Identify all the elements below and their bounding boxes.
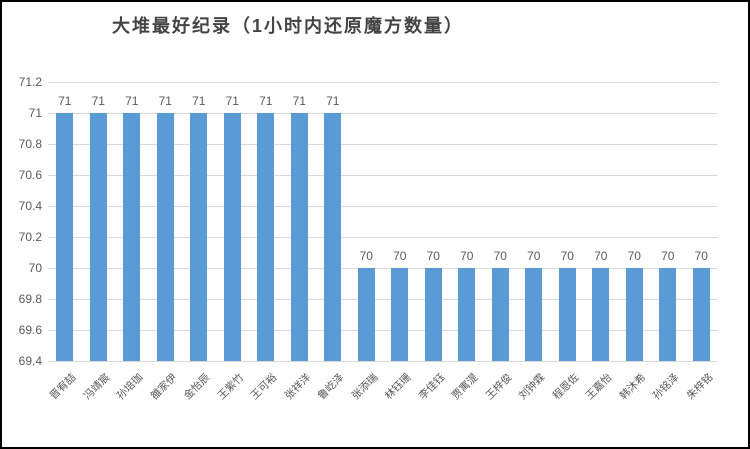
bar-value-label: 70 xyxy=(527,249,541,263)
x-category-label: 张祥洋 xyxy=(282,371,314,403)
bar xyxy=(156,113,174,361)
bar-value-label: 70 xyxy=(393,249,407,263)
bar xyxy=(190,113,208,361)
bar xyxy=(290,113,308,361)
gridline xyxy=(48,268,718,269)
x-category-label: 冯靖宸 xyxy=(81,371,113,403)
bar-value-label: 71 xyxy=(326,94,340,108)
bar xyxy=(692,268,710,361)
bar xyxy=(625,268,643,361)
x-category-label: 韩沐希 xyxy=(617,371,649,403)
bar-value-label: 71 xyxy=(259,94,273,108)
bar xyxy=(659,268,677,361)
bar xyxy=(257,113,275,361)
gridline xyxy=(48,82,718,83)
y-axis-tick-label: 69.4 xyxy=(18,354,42,368)
x-category-label: 李佳钰 xyxy=(416,371,448,403)
x-category-label: 晋宥喆 xyxy=(47,371,79,403)
y-axis-tick-label: 70.2 xyxy=(18,230,42,244)
bar-value-label: 71 xyxy=(125,94,139,108)
chart-title: 大堆最好纪录（1小时内还原魔方数量） xyxy=(112,16,465,36)
gridline xyxy=(48,206,718,207)
bar xyxy=(525,268,543,361)
x-category-label: 雒家伊 xyxy=(148,371,180,403)
bar xyxy=(89,113,107,361)
gridline xyxy=(48,299,718,300)
bar xyxy=(123,113,141,361)
x-category-label: 王嘉怡 xyxy=(583,371,615,403)
bar-value-label: 71 xyxy=(91,94,105,108)
bar xyxy=(424,268,442,361)
bar-value-label: 70 xyxy=(460,249,474,263)
bar xyxy=(558,268,576,361)
bar-value-label: 70 xyxy=(560,249,574,263)
bar-value-label: 71 xyxy=(58,94,72,108)
x-category-label: 金怡辰 xyxy=(181,371,213,403)
gridline xyxy=(48,175,718,176)
gridline xyxy=(48,113,718,114)
y-axis-tick-label: 70.6 xyxy=(18,168,42,182)
x-category-label: 孙铭泽 xyxy=(650,371,682,403)
bar-value-label: 71 xyxy=(192,94,206,108)
y-axis-tick-label: 71.2 xyxy=(18,75,42,89)
x-category-label: 刘钟霖 xyxy=(516,371,548,403)
bar xyxy=(56,113,74,361)
bar-value-label: 70 xyxy=(594,249,608,263)
bar xyxy=(391,268,409,361)
x-category-label: 程恩佐 xyxy=(550,371,582,403)
bar xyxy=(458,268,476,361)
bar xyxy=(592,268,610,361)
bar-value-label: 71 xyxy=(225,94,239,108)
x-category-label: 孙培珈 xyxy=(114,371,146,403)
bar-value-label: 70 xyxy=(627,249,641,263)
bar xyxy=(223,113,241,361)
bar-value-label: 70 xyxy=(493,249,507,263)
y-axis-tick-label: 71 xyxy=(28,106,42,120)
x-category-label: 张添瑞 xyxy=(349,371,381,403)
bar-value-label: 71 xyxy=(158,94,172,108)
y-axis-tick-label: 70 xyxy=(28,261,42,275)
bar-value-label: 70 xyxy=(694,249,708,263)
x-category-label: 林钰珊 xyxy=(382,371,414,403)
x-category-label: 鲁屹泽 xyxy=(315,371,347,403)
bar-value-label: 71 xyxy=(292,94,306,108)
bar xyxy=(357,268,375,361)
bar-value-label: 70 xyxy=(661,249,675,263)
gridline xyxy=(48,237,718,238)
x-category-label: 王梓俊 xyxy=(483,371,515,403)
x-category-label: 王可裕 xyxy=(248,371,280,403)
gridline xyxy=(48,330,718,331)
bar xyxy=(491,268,509,361)
y-axis-tick-label: 70.4 xyxy=(18,199,42,213)
gridline xyxy=(48,144,718,145)
bar xyxy=(324,113,342,361)
y-axis-tick-label: 70.8 xyxy=(18,137,42,151)
x-category-label: 王紫竹 xyxy=(215,371,247,403)
bar-value-label: 70 xyxy=(426,249,440,263)
x-category-label: 朱梓铭 xyxy=(684,371,716,403)
gridline xyxy=(48,361,718,362)
y-axis-tick-label: 69.8 xyxy=(18,292,42,306)
x-category-label: 贾寓湜 xyxy=(449,371,481,403)
y-axis-tick-label: 69.6 xyxy=(18,323,42,337)
bar-value-label: 70 xyxy=(359,249,373,263)
